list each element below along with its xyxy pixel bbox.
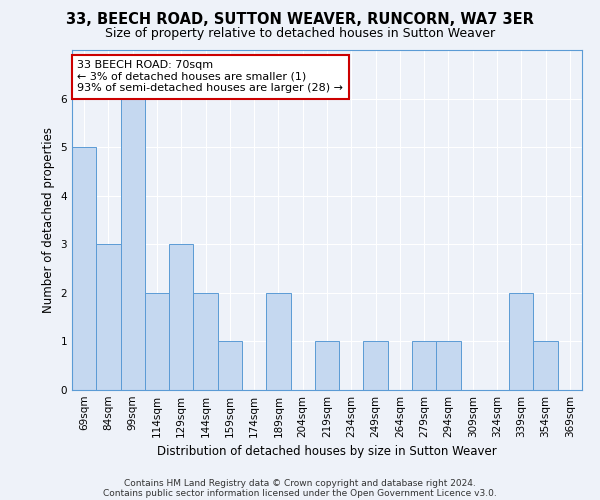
Bar [436, 342, 461, 390]
Bar [121, 98, 145, 390]
Bar [96, 244, 121, 390]
Bar [266, 293, 290, 390]
Bar [509, 293, 533, 390]
Text: Size of property relative to detached houses in Sutton Weaver: Size of property relative to detached ho… [105, 28, 495, 40]
Bar [193, 293, 218, 390]
Bar [72, 147, 96, 390]
Text: Contains HM Land Registry data © Crown copyright and database right 2024.: Contains HM Land Registry data © Crown c… [124, 478, 476, 488]
Bar [364, 342, 388, 390]
Bar [315, 342, 339, 390]
Text: Contains public sector information licensed under the Open Government Licence v3: Contains public sector information licen… [103, 488, 497, 498]
Text: 33, BEECH ROAD, SUTTON WEAVER, RUNCORN, WA7 3ER: 33, BEECH ROAD, SUTTON WEAVER, RUNCORN, … [66, 12, 534, 28]
Bar [533, 342, 558, 390]
Bar [145, 293, 169, 390]
Text: 33 BEECH ROAD: 70sqm
← 3% of detached houses are smaller (1)
93% of semi-detache: 33 BEECH ROAD: 70sqm ← 3% of detached ho… [77, 60, 343, 94]
X-axis label: Distribution of detached houses by size in Sutton Weaver: Distribution of detached houses by size … [157, 446, 497, 458]
Bar [412, 342, 436, 390]
Bar [218, 342, 242, 390]
Y-axis label: Number of detached properties: Number of detached properties [42, 127, 55, 313]
Bar [169, 244, 193, 390]
